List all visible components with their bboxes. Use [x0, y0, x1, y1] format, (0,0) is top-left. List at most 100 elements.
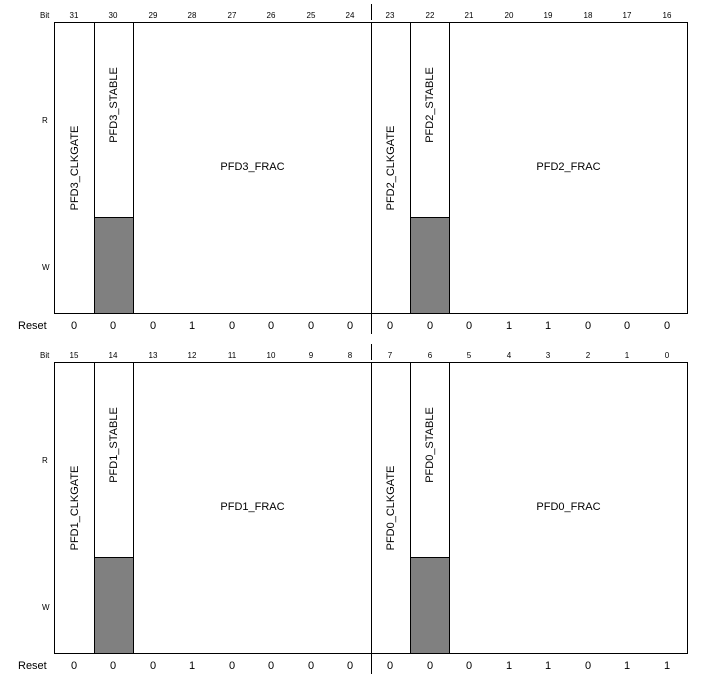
bit-number: 22	[425, 11, 435, 20]
reset-caption: Reset	[18, 660, 47, 672]
reset-value: 1	[505, 320, 513, 332]
reset-value: 0	[465, 660, 473, 672]
reset-value: 1	[188, 660, 196, 672]
reset-value: 0	[149, 660, 157, 672]
field-pfd1-stable: PFD1_STABLE	[94, 362, 134, 654]
bit-number: 24	[345, 11, 355, 20]
reset-value: 0	[584, 660, 592, 672]
bit-number: 26	[266, 11, 276, 20]
reset-caption: Reset	[18, 320, 47, 332]
reset-value: 0	[584, 320, 592, 332]
reset-value: 1	[623, 660, 631, 672]
reset-value: 0	[426, 660, 434, 672]
reset-value: 1	[188, 320, 196, 332]
reset-value: 0	[109, 660, 117, 672]
reset-value: 0	[149, 320, 157, 332]
field-pfd1-frac: PFD1_FRAC	[133, 362, 372, 654]
field-name: PFD0_FRAC	[536, 501, 601, 513]
bit-number: 15	[69, 351, 79, 360]
bit-number: 25	[306, 11, 316, 20]
bit-number: 8	[347, 351, 353, 360]
bit-number: 2	[585, 351, 591, 360]
bit-number: 28	[187, 11, 197, 20]
field-name: PFD3_FRAC	[220, 161, 285, 173]
reset-value: 1	[544, 320, 552, 332]
bit-caption: Bit	[40, 11, 50, 20]
write-row-label: W	[42, 263, 50, 272]
bit-number: 27	[227, 11, 237, 20]
reset-value: 0	[70, 320, 78, 332]
bit-number: 14	[108, 351, 118, 360]
bit-number: 21	[464, 11, 474, 20]
field-pfd0-stable: PFD0_STABLE	[410, 362, 450, 654]
reset-value: 1	[544, 660, 552, 672]
reset-value: 0	[386, 320, 394, 332]
read-row-label: R	[42, 116, 48, 125]
field-pfd2-clkgate: PFD2_CLKGATE	[371, 22, 411, 314]
bit-number: 23	[385, 11, 395, 20]
bit-number: 30	[108, 11, 118, 20]
field-name: PFD2_STABLE	[424, 67, 436, 143]
field-pfd3-stable: PFD3_STABLE	[94, 22, 134, 314]
bit-number: 19	[543, 11, 553, 20]
bit-number: 16	[662, 11, 672, 20]
reset-value: 0	[623, 320, 631, 332]
half-divider	[371, 4, 372, 20]
bit-number: 6	[427, 351, 433, 360]
field-name: PFD0_CLKGATE	[385, 465, 397, 551]
field-name: PFD0_STABLE	[424, 407, 436, 483]
field-name: PFD3_CLKGATE	[68, 125, 81, 211]
reserved-write-area	[411, 217, 449, 313]
bit-number: 13	[148, 351, 158, 360]
bit-number: 7	[387, 351, 393, 360]
reset-value: 0	[426, 320, 434, 332]
field-pfd2-frac: PFD2_FRAC	[449, 22, 688, 314]
reset-value: 0	[346, 660, 354, 672]
reset-value: 0	[228, 660, 236, 672]
field-name: PFD3_STABLE	[108, 67, 120, 143]
reset-value: 0	[663, 320, 671, 332]
field-name: PFD1_FRAC	[220, 501, 285, 513]
reset-value: 0	[228, 320, 236, 332]
reset-value: 0	[267, 660, 275, 672]
field-pfd0-clkgate: PFD0_CLKGATE	[371, 362, 411, 654]
reset-value: 0	[307, 660, 315, 672]
bit-number: 4	[506, 351, 512, 360]
bit-number: 31	[69, 11, 79, 20]
register-row-upper: Bit 31 30 29 28 27 26 25 24 23 22 21 20 …	[18, 4, 688, 334]
field-name: PFD1_CLKGATE	[68, 465, 81, 551]
bit-number: 3	[545, 351, 551, 360]
field-pfd0-frac: PFD0_FRAC	[449, 362, 688, 654]
reset-value: 0	[386, 660, 394, 672]
field-pfd2-stable: PFD2_STABLE	[410, 22, 450, 314]
reset-value: 0	[70, 660, 78, 672]
bit-number: 10	[266, 351, 276, 360]
field-name: PFD2_FRAC	[536, 161, 601, 173]
reset-value: 0	[267, 320, 275, 332]
field-name: PFD2_CLKGATE	[385, 125, 397, 211]
bit-number: 9	[308, 351, 314, 360]
reset-value: 0	[346, 320, 354, 332]
half-divider	[371, 314, 372, 334]
half-divider	[371, 654, 372, 674]
read-row-label: R	[42, 456, 48, 465]
register-row-lower: Bit 15 14 13 12 11 10 9 8 7 6 5 4 3 2 1 …	[0, 340, 724, 680]
bit-number: 5	[466, 351, 472, 360]
field-name: PFD1_STABLE	[108, 407, 120, 483]
write-row-label: W	[42, 603, 50, 612]
reserved-write-area	[411, 557, 449, 653]
bit-number: 18	[583, 11, 593, 20]
bit-number: 11	[227, 351, 237, 360]
reset-value: 0	[109, 320, 117, 332]
field-pfd3-clkgate: PFD3_CLKGATE	[54, 22, 95, 314]
bit-caption: Bit	[40, 351, 50, 360]
bit-number: 20	[504, 11, 514, 20]
bit-number: 12	[187, 351, 197, 360]
bit-number: 29	[148, 11, 158, 20]
reset-value: 0	[465, 320, 473, 332]
reset-value: 1	[663, 660, 671, 672]
reserved-write-area	[95, 217, 133, 313]
field-pfd3-frac: PFD3_FRAC	[133, 22, 372, 314]
reset-value: 1	[505, 660, 513, 672]
half-divider	[371, 344, 372, 360]
